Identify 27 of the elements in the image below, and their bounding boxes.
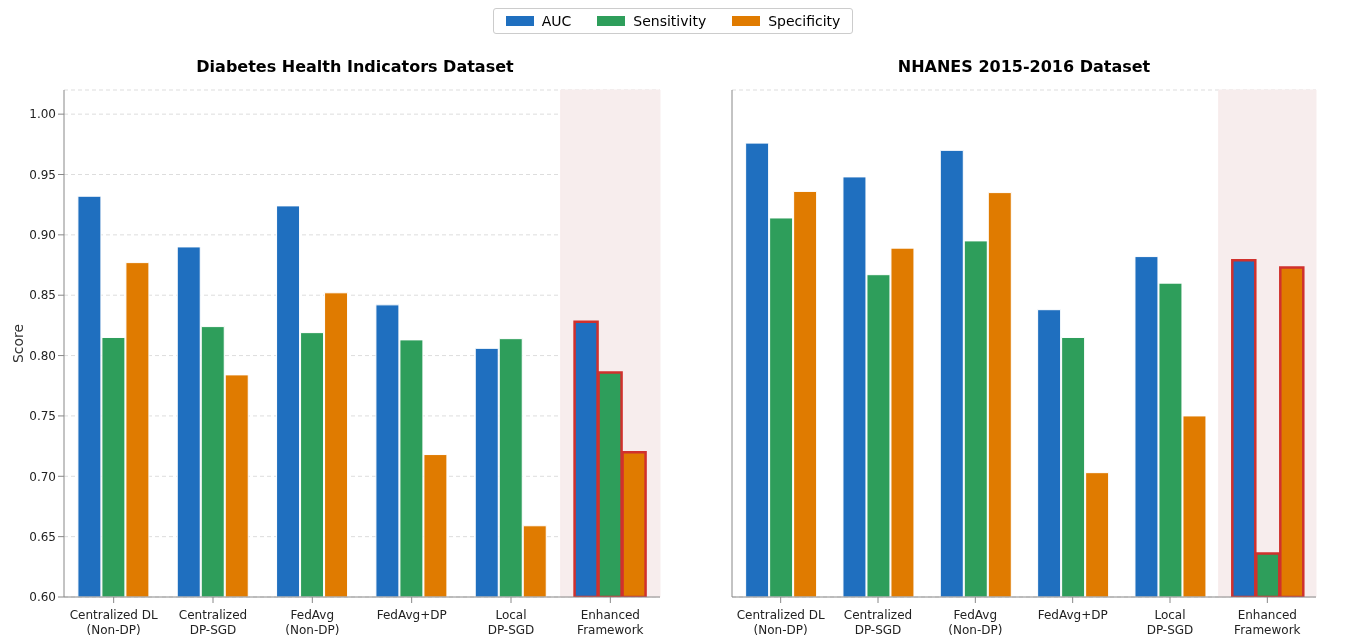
- x-tick-label: FedAvg (Non-DP): [948, 608, 1003, 635]
- y-tick-label: 0.80: [29, 348, 56, 363]
- y-tick-label: 0.65: [29, 529, 56, 544]
- x-tick-label: Local DP-SGD: [1146, 608, 1194, 635]
- chart-title: Diabetes Health Indicators Dataset: [195, 57, 515, 76]
- x-tick-label: Centralized DL (Non-DP): [69, 608, 159, 635]
- y-tick-label: 0.75: [29, 409, 56, 424]
- x-tick-label: FedAvg (Non-DP): [285, 608, 340, 635]
- x-tick-label: Centralized DL (Non-DP): [736, 608, 826, 635]
- x-tick-label: Local DP-SGD: [487, 608, 535, 635]
- y-axis-title: Score: [9, 323, 26, 364]
- y-tick-label: 0.70: [29, 469, 56, 484]
- y-tick-label: 0.90: [29, 228, 56, 243]
- legend-label: Specificity: [768, 13, 841, 29]
- y-tick-label: 1.00: [29, 107, 56, 122]
- y-tick-label: 0.95: [29, 167, 56, 182]
- x-tick-label: Centralized DP-SGD: [178, 608, 248, 635]
- x-tick-label: Enhanced Framework: [577, 608, 644, 635]
- chart-title: NHANES 2015-2016 Dataset: [896, 57, 1152, 76]
- y-tick-label: 0.60: [29, 590, 56, 605]
- legend-label: Sensitivity: [633, 13, 707, 29]
- x-tick-label: FedAvg+DP: [1037, 608, 1108, 622]
- x-tick-label: FedAvg+DP: [376, 608, 447, 622]
- y-tick-label: 0.85: [29, 288, 56, 303]
- x-tick-label: Centralized DP-SGD: [843, 608, 913, 635]
- legend-label: AUC: [541, 13, 572, 29]
- x-tick-label: Enhanced Framework: [1234, 608, 1301, 635]
